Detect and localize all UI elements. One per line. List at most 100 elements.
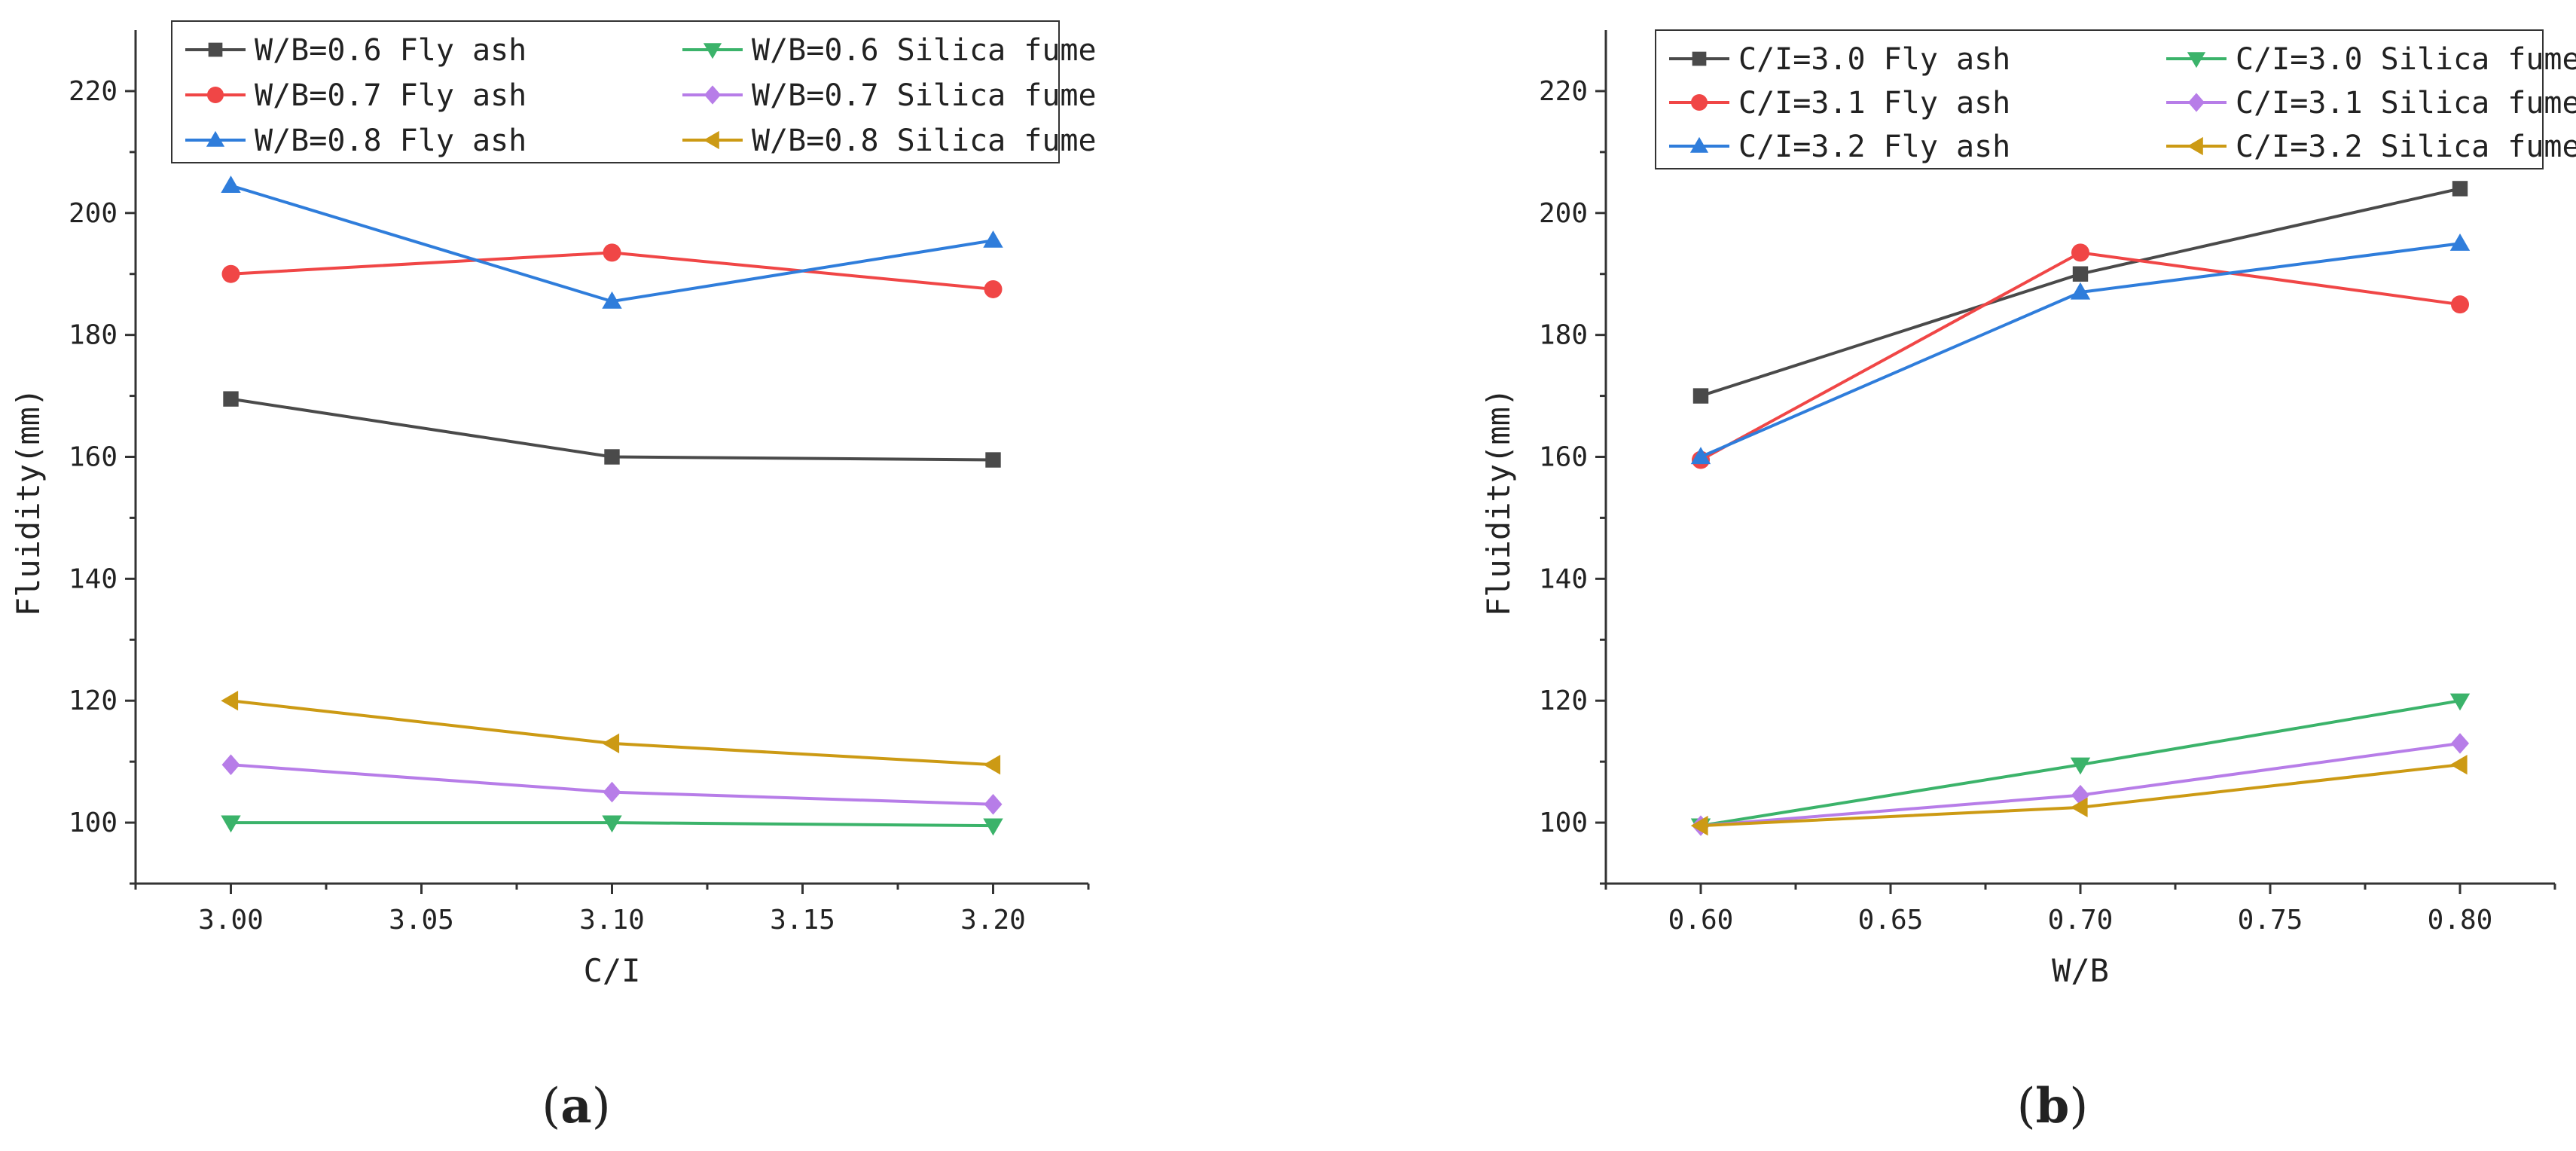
legend-label: W/B=0.6 Silica fume <box>752 33 1097 68</box>
data-point <box>983 754 1001 775</box>
series-line <box>230 184 993 304</box>
legend-item: C/I=3.2 Silica fume <box>2166 130 2576 164</box>
y-tick-label: 220 <box>69 76 118 107</box>
series-c-i-3-1-fly-ash <box>1692 243 2469 469</box>
data-point <box>602 733 620 754</box>
legend-marker <box>704 85 721 105</box>
legend-item: W/B=0.6 Silica fume <box>682 33 1097 68</box>
x-tick-label: 3.15 <box>770 905 835 936</box>
series-w-b-0-6-fly-ash <box>223 391 1001 468</box>
legend-label: C/I=3.2 Silica fume <box>2236 130 2576 164</box>
legend-item: C/I=3.0 Fly ash <box>1669 42 2010 77</box>
data-point <box>1692 388 1709 404</box>
legend-item: C/I=3.2 Fly ash <box>1669 130 2010 164</box>
legend-label: C/I=3.0 Fly ash <box>1738 42 2010 77</box>
data-point <box>2071 243 2089 262</box>
series-c-i-3-2-silica-fume <box>1690 754 2468 836</box>
x-axis-title: W/B <box>2052 952 2109 989</box>
legend-marker <box>2187 136 2203 156</box>
series-w-b-0-8-fly-ash <box>221 176 1003 309</box>
data-point <box>984 793 1003 815</box>
y-tick-label: 140 <box>1539 563 1588 594</box>
series-c-i-3-2-fly-ash <box>1690 234 2471 465</box>
x-tick-label: 0.80 <box>2428 905 2493 936</box>
series-w-b-0-7-silica-fume <box>221 754 1003 815</box>
y-tick-label: 160 <box>1539 442 1588 473</box>
legend-item: W/B=0.8 Fly ash <box>185 124 526 158</box>
legend-marker <box>1691 94 1708 111</box>
y-tick-label: 120 <box>69 685 118 716</box>
data-point <box>1690 815 1708 836</box>
data-point <box>221 815 241 833</box>
legend-marker <box>2188 93 2205 112</box>
legend-box <box>171 20 1060 163</box>
data-point <box>2452 181 2468 197</box>
legend-label: W/B=0.6 Fly ash <box>255 33 526 68</box>
panel-label: (a) <box>542 1078 610 1134</box>
legend-marker <box>207 87 224 103</box>
data-point <box>221 176 241 193</box>
x-tick-label: 0.65 <box>1858 905 1924 936</box>
y-tick-label: 200 <box>1539 198 1588 229</box>
legend-label: C/I=3.0 Silica fume <box>2236 42 2576 77</box>
legend-marker <box>2187 52 2206 69</box>
series-line <box>1700 741 2461 828</box>
data-point <box>221 754 240 775</box>
legend-marker <box>703 130 719 150</box>
legend-box <box>1655 29 2544 169</box>
data-point <box>602 291 622 309</box>
legend-label: W/B=0.8 Silica fume <box>752 124 1097 158</box>
x-tick-label: 3.00 <box>198 905 264 936</box>
y-tick-label: 200 <box>69 198 118 229</box>
legend-marker <box>206 130 225 147</box>
legend-item: W/B=0.8 Silica fume <box>682 124 1097 158</box>
series-w-b-0-6-silica-fume <box>221 815 1003 836</box>
x-tick-label: 0.70 <box>2048 905 2114 936</box>
x-axis-title: C/I <box>584 952 641 989</box>
data-point <box>603 781 621 803</box>
legend-label: W/B=0.8 Fly ash <box>255 124 526 158</box>
legend-item: C/I=3.0 Silica fume <box>2166 42 2576 77</box>
legend-item: W/B=0.7 Silica fume <box>682 78 1097 113</box>
legend-label: W/B=0.7 Silica fume <box>752 78 1097 113</box>
data-point <box>221 264 240 283</box>
y-axis-title: Fluidity(mm) <box>1480 388 1517 616</box>
panel-label: (b) <box>2017 1078 2089 1134</box>
legend-item: C/I=3.1 Silica fume <box>2166 86 2576 121</box>
y-tick-label: 180 <box>1539 320 1588 351</box>
legend: W/B=0.6 Fly ash W/B=0.7 Fly ash W/B=0.8 Fl… <box>171 20 1097 163</box>
data-point <box>223 391 239 407</box>
data-point <box>984 279 1003 298</box>
y-tick-label: 140 <box>69 563 118 594</box>
y-tick-label: 220 <box>1539 76 1588 107</box>
data-point <box>2449 754 2468 775</box>
series-w-b-0-7-fly-ash <box>221 243 1003 298</box>
data-point <box>1690 447 1711 465</box>
x-tick-label: 3.05 <box>389 905 454 936</box>
y-tick-label: 100 <box>69 808 118 838</box>
series-line <box>230 699 993 767</box>
legend-marker <box>1689 136 1709 153</box>
data-point <box>221 691 239 711</box>
data-point <box>983 818 1003 836</box>
data-point <box>2451 295 2469 314</box>
legend-label: C/I=3.1 Silica fume <box>2236 86 2576 121</box>
legend-item: C/I=3.1 Fly ash <box>1669 86 2010 121</box>
data-point <box>2070 282 2091 300</box>
data-point <box>985 452 1001 468</box>
data-point <box>2072 266 2089 282</box>
legend-marker <box>703 43 722 60</box>
data-point <box>2449 234 2471 251</box>
x-tick-label: 0.75 <box>2238 905 2303 936</box>
y-tick-label: 180 <box>69 320 118 351</box>
series-c-i-3-0-silica-fume <box>1690 693 2471 836</box>
x-tick-label: 3.10 <box>579 905 645 936</box>
data-point <box>603 243 621 262</box>
data-point <box>2451 733 2469 754</box>
legend: C/I=3.0 Fly ash C/I=3.1 Fly ash C/I=3.2 Fl… <box>1655 29 2576 169</box>
y-tick-label: 100 <box>1539 808 1588 838</box>
y-axis-title: Fluidity(mm) <box>10 388 47 616</box>
x-tick-label: 3.20 <box>960 905 1026 936</box>
legend-label: C/I=3.1 Fly ash <box>1738 86 2010 121</box>
